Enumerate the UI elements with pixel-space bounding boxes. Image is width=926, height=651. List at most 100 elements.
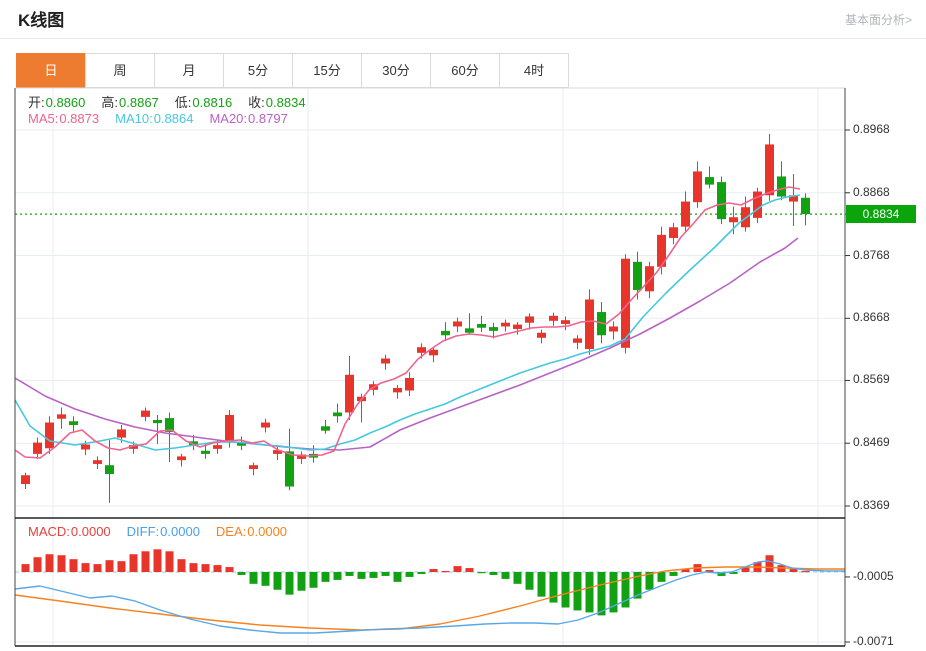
candle-body	[261, 422, 270, 428]
candle-body	[45, 422, 54, 449]
macd-hist-bar	[633, 572, 642, 599]
macd-hist-bar	[513, 572, 522, 584]
price-tick-label: 0.8768	[853, 247, 890, 262]
candle-body	[213, 445, 222, 449]
candle-body	[573, 338, 582, 343]
macd-tick-label: -0.0005	[853, 568, 894, 583]
macd-hist-bar	[201, 564, 210, 572]
tab-日[interactable]: 日	[16, 53, 86, 88]
tab-月[interactable]: 月	[154, 53, 224, 88]
macd-hist-bar	[165, 551, 174, 572]
candle-body	[117, 429, 126, 438]
legend-field: MA5:0.8873	[28, 111, 100, 126]
candle-body	[405, 377, 414, 391]
macd-hist-bar	[405, 572, 414, 577]
current-price-tag: 0.8834	[846, 205, 916, 224]
candle-body	[525, 316, 534, 323]
macd-hist-bar	[273, 572, 282, 590]
candle-body	[429, 349, 438, 356]
price-tick-label: 0.8569	[853, 372, 890, 387]
macd-hist-bar	[153, 549, 162, 572]
candle-body	[705, 177, 714, 185]
macd-hist-bar	[561, 572, 570, 608]
macd-hist-bar	[417, 572, 426, 574]
legend-field: 开:0.8860	[28, 95, 86, 110]
tab-15分[interactable]: 15分	[292, 53, 362, 88]
candle-body	[141, 410, 150, 417]
macd-hist-bar	[789, 569, 798, 572]
ma10-line	[14, 194, 801, 451]
ma-legend: MA5:0.8873 MA10:0.8864 MA20:0.8797	[28, 111, 304, 126]
macd-hist-bar	[321, 572, 330, 582]
candle-body	[549, 315, 558, 321]
macd-hist-bar	[141, 551, 150, 572]
page-title: K线图	[18, 11, 65, 30]
macd-hist-bar	[261, 572, 270, 586]
candle-body	[33, 442, 42, 454]
candle-body	[153, 419, 162, 424]
macd-hist-bar	[477, 572, 486, 574]
macd-hist-bar	[441, 571, 450, 573]
macd-hist-bar	[729, 572, 738, 574]
price-tick-label: 0.8369	[853, 497, 890, 512]
candle-body	[561, 320, 570, 324]
macd-hist-bar	[93, 564, 102, 572]
price-tick-label: 0.8868	[853, 184, 890, 199]
macd-hist-bar	[537, 572, 546, 597]
macd-hist-bar	[129, 554, 138, 572]
macd-hist-bar	[69, 559, 78, 572]
candle-body	[417, 347, 426, 353]
macd-hist-bar	[381, 572, 390, 576]
candle-body	[105, 465, 114, 474]
macd-tick-label: -0.0071	[853, 633, 894, 648]
ma5-line	[14, 186, 801, 459]
candle-body	[69, 421, 78, 426]
candle-body	[393, 387, 402, 393]
macd-hist-bar	[681, 569, 690, 572]
ma20-line	[14, 237, 799, 451]
candle-body	[537, 332, 546, 338]
macd-hist-bar	[237, 572, 246, 575]
legend-field: MA20:0.8797	[209, 111, 288, 126]
macd-hist-bar	[585, 572, 594, 613]
price-tick-label: 0.8968	[853, 122, 890, 136]
macd-hist-bar	[213, 565, 222, 572]
candle-body	[225, 414, 234, 443]
macd-hist-bar	[645, 572, 654, 590]
price-tick-label: 0.8469	[853, 435, 890, 450]
candle-body	[237, 441, 246, 446]
macd-hist-bar	[189, 563, 198, 572]
macd-hist-bar	[393, 572, 402, 582]
macd-hist-bar	[297, 572, 306, 591]
legend-field: 高:0.8867	[101, 95, 159, 110]
macd-hist-bar	[177, 559, 186, 572]
candle-body	[381, 358, 390, 364]
tab-60分[interactable]: 60分	[430, 53, 500, 88]
macd-hist-bar	[285, 572, 294, 595]
candle-body	[717, 182, 726, 220]
tab-30分[interactable]: 30分	[361, 53, 431, 88]
candle-body	[765, 144, 774, 196]
macd-hist-bar	[45, 554, 54, 572]
legend-field: DEA:0.0000	[215, 524, 288, 539]
period-tabs: 日周月 5分 15分 30分 60分 4时	[16, 53, 569, 88]
macd-hist-bar	[117, 561, 126, 572]
macd-hist-bar	[717, 572, 726, 576]
candle-body	[609, 326, 618, 332]
macd-hist-bar	[621, 572, 630, 608]
candle-body	[621, 258, 630, 348]
candle-body	[477, 323, 486, 328]
fundamental-analysis-link[interactable]: 基本面分析>	[844, 13, 912, 27]
candle-body	[81, 444, 90, 450]
legend-field: DIFF:0.0000	[126, 524, 200, 539]
candle-body	[285, 451, 294, 487]
candle-body	[453, 321, 462, 327]
candle-body	[201, 450, 210, 454]
tab-5分[interactable]: 5分	[223, 53, 293, 88]
macd-hist-bar	[801, 571, 810, 573]
candle-body	[801, 197, 810, 215]
ohlc-legend: 开:0.8860 高:0.8867 低:0.8816 收:0.8834	[28, 92, 322, 111]
candle-body	[333, 412, 342, 417]
